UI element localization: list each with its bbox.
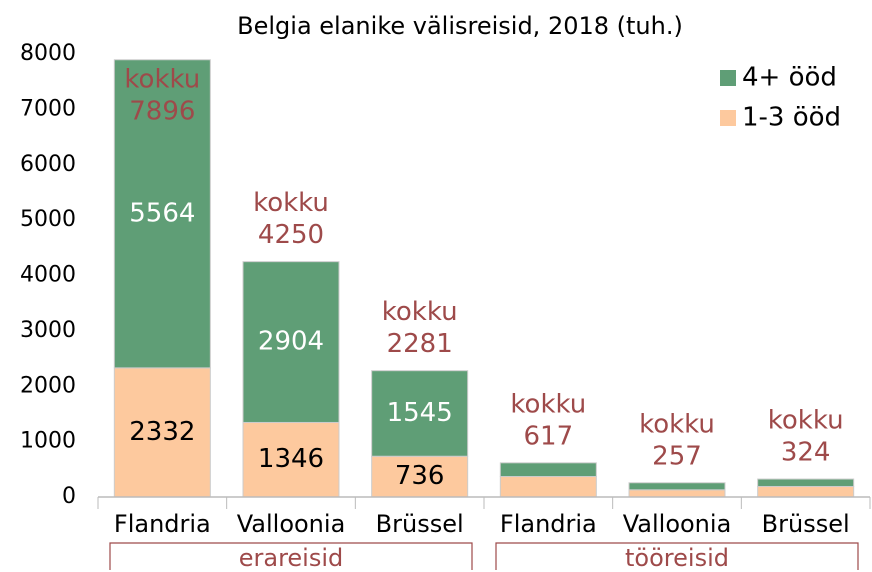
total-value: 4250: [258, 220, 324, 250]
x-tick-label: Valloonia: [623, 510, 732, 538]
total-label: kokku: [510, 389, 586, 419]
data-label: 2332: [129, 417, 195, 447]
group-bracket: [495, 542, 859, 570]
total-value: 7896: [129, 97, 195, 127]
bar-segment: [113, 367, 211, 498]
total-label: kokku: [639, 409, 715, 439]
bar-segment: [628, 482, 726, 491]
y-tick-label: 0: [62, 484, 76, 509]
total-value: 617: [524, 421, 574, 451]
total-value: 2281: [387, 329, 453, 359]
y-tick-label: 7000: [20, 96, 76, 121]
legend-swatch: [720, 110, 736, 126]
group-label: tööreisid: [625, 544, 729, 572]
y-tick-label: 8000: [20, 41, 76, 66]
bar-segment: [757, 485, 855, 498]
group-label: erareisid: [239, 544, 344, 572]
bar-segment: [113, 59, 211, 369]
data-label: 1346: [258, 444, 324, 474]
chart-title: Belgia elanike välisreisid, 2018 (tuh.): [237, 12, 683, 40]
total-label: kokku: [382, 297, 458, 327]
x-tick-label: Flandria: [500, 510, 597, 538]
bar-segment: [757, 478, 855, 487]
bar-segment: [628, 489, 726, 498]
x-tick-label: Valloonia: [237, 510, 346, 538]
bar-segment: [242, 261, 340, 423]
data-label: 5564: [129, 198, 195, 228]
y-tick-label: 4000: [20, 263, 76, 288]
bar-segment: [499, 462, 597, 478]
data-label: 736: [395, 461, 445, 491]
total-value: 324: [781, 438, 831, 468]
y-tick-label: 3000: [20, 318, 76, 343]
y-tick-label: 2000: [20, 373, 76, 398]
data-label: 2904: [258, 327, 324, 357]
total-label: kokku: [124, 65, 200, 95]
total-value: 257: [652, 441, 702, 471]
total-label: kokku: [253, 188, 329, 218]
y-tick-label: 1000: [20, 429, 76, 454]
bar-segment: [499, 476, 597, 498]
bar-segment: [371, 370, 469, 457]
x-tick-label: Brüssel: [376, 510, 464, 538]
legend-swatch: [720, 70, 736, 86]
x-tick-label: Brüssel: [762, 510, 850, 538]
y-tick-label: 5000: [20, 207, 76, 232]
total-label: kokku: [768, 406, 844, 436]
data-label: 1545: [387, 398, 453, 428]
group-bracket: [109, 542, 473, 570]
legend-label: 4+ ööd: [742, 63, 837, 93]
legend-label: 1-3 ööd: [742, 103, 841, 133]
y-tick-label: 6000: [20, 152, 76, 177]
x-tick-label: Flandria: [114, 510, 211, 538]
